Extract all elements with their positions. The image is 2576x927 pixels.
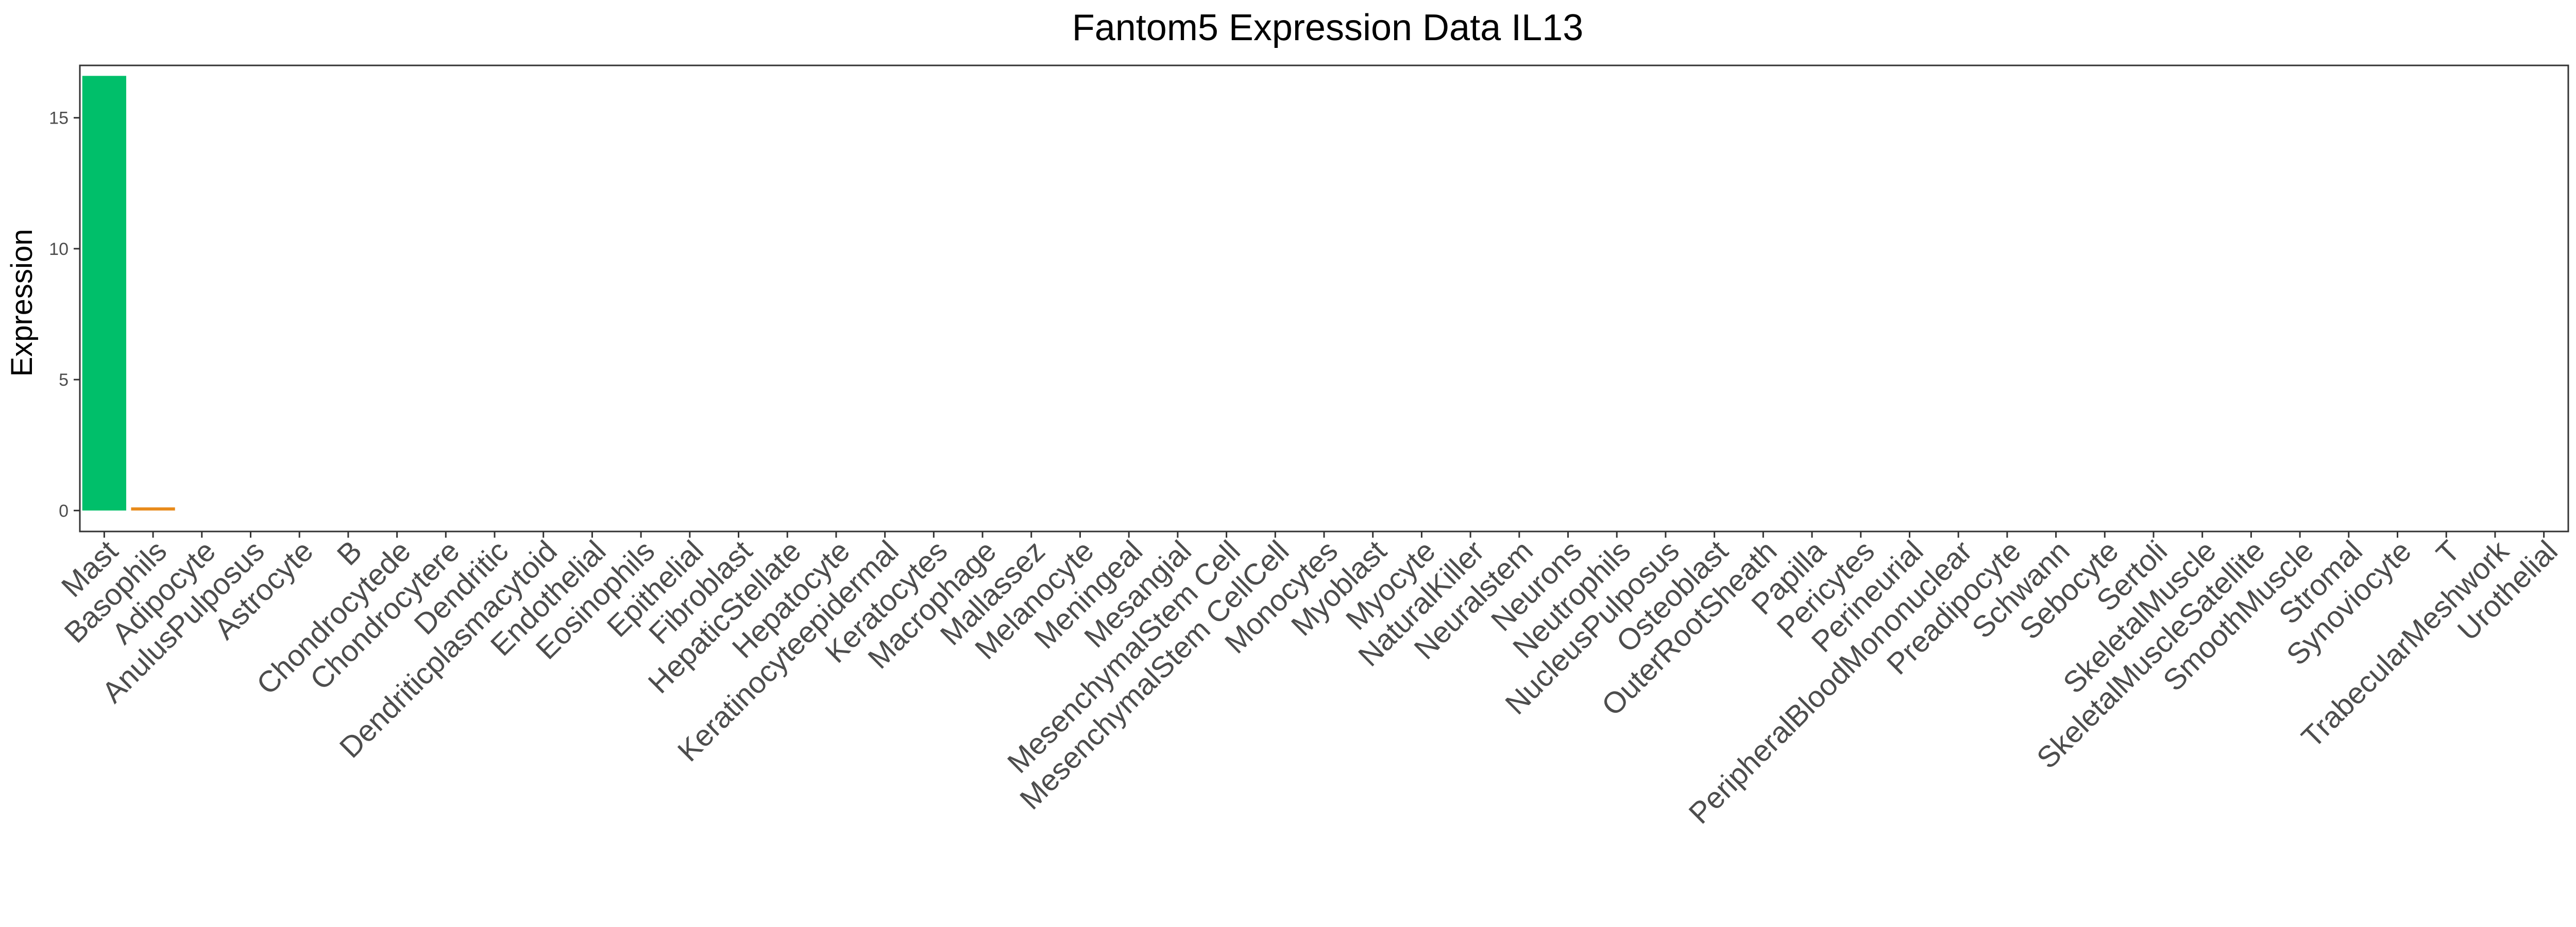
bar-basophils	[131, 507, 175, 511]
plot-panel	[79, 64, 2569, 533]
y-axis-label: Expression	[5, 229, 39, 377]
x-axis: MastBasophilsAdipocyteAnulusPulposusAstr…	[55, 531, 2564, 830]
bars	[82, 76, 175, 511]
y-tick-label: 0	[59, 501, 69, 521]
y-axis: 0 5 10 15	[49, 109, 80, 521]
y-tick-label: 5	[59, 370, 69, 390]
y-tick-label: 10	[49, 239, 69, 259]
bar-mast	[82, 76, 126, 511]
chart-title: Fantom5 Expression Data IL13	[1072, 7, 1584, 48]
y-tick-label: 15	[49, 109, 69, 128]
